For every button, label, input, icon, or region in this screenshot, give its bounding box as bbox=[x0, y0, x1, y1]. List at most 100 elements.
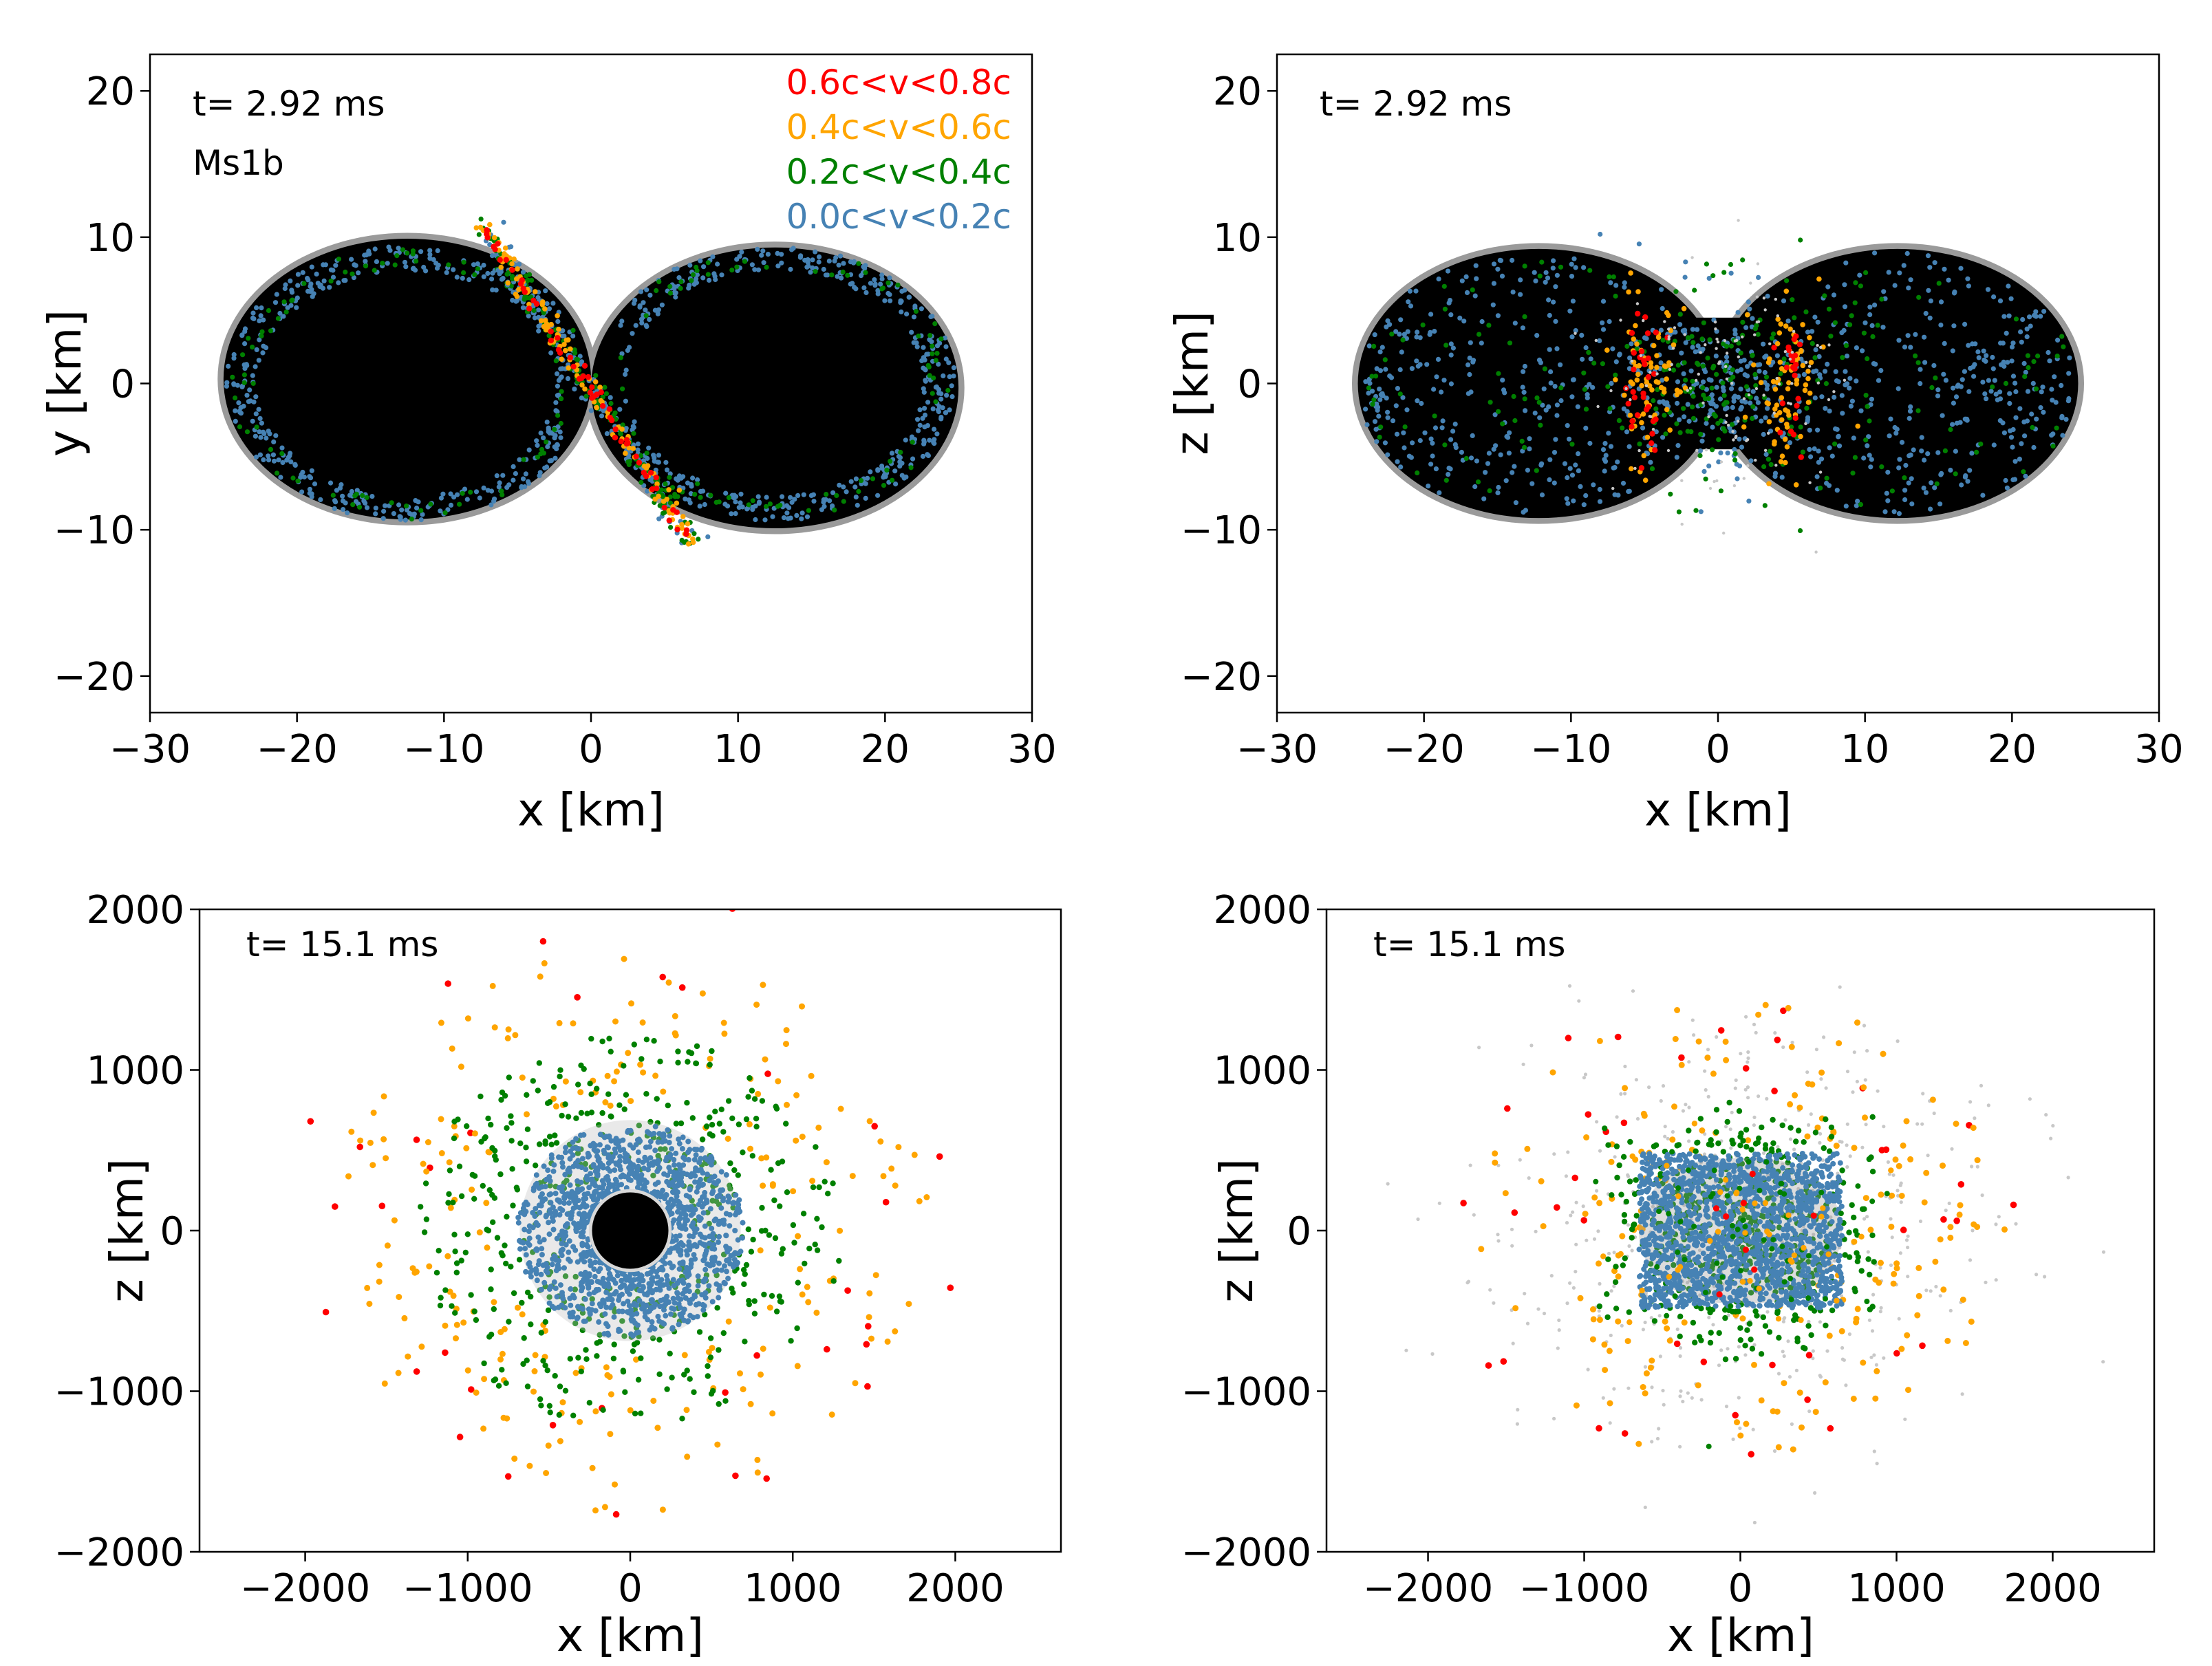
data-point bbox=[1825, 361, 1830, 367]
data-point bbox=[343, 269, 348, 275]
data-point bbox=[1774, 353, 1780, 358]
data-point bbox=[1908, 404, 1913, 410]
data-point bbox=[438, 1116, 444, 1123]
data-point bbox=[504, 1213, 510, 1220]
data-point bbox=[438, 1150, 445, 1156]
data-point bbox=[705, 1373, 711, 1379]
data-point bbox=[795, 1279, 802, 1286]
data-point bbox=[1990, 366, 1996, 371]
data-point bbox=[1525, 467, 1530, 473]
data-point bbox=[598, 389, 604, 396]
data-point bbox=[1638, 348, 1645, 354]
data-point bbox=[1913, 332, 1918, 337]
data-point bbox=[1847, 322, 1853, 327]
data-point bbox=[936, 1153, 943, 1160]
data-point bbox=[554, 446, 559, 452]
data-point bbox=[654, 1273, 661, 1279]
data-point bbox=[1948, 467, 1953, 473]
data-point bbox=[1779, 400, 1786, 407]
data-point bbox=[868, 1335, 874, 1342]
data-point bbox=[761, 1291, 767, 1298]
data-point bbox=[503, 1380, 509, 1387]
data-point bbox=[1748, 458, 1754, 464]
data-point bbox=[462, 486, 468, 492]
data-point bbox=[911, 314, 917, 320]
data-point bbox=[1487, 488, 1492, 494]
data-point bbox=[858, 273, 864, 279]
data-point bbox=[1735, 338, 1739, 343]
data-point bbox=[694, 264, 699, 270]
data-point bbox=[696, 1202, 702, 1208]
data-point bbox=[1707, 415, 1710, 419]
data-point bbox=[446, 1159, 453, 1166]
data-point bbox=[1865, 404, 1870, 409]
data-point bbox=[685, 541, 691, 547]
data-point bbox=[1366, 385, 1371, 391]
data-point bbox=[1776, 314, 1779, 318]
data-point bbox=[1724, 354, 1730, 360]
data-point bbox=[1567, 466, 1573, 471]
data-point bbox=[932, 441, 937, 446]
data-point bbox=[539, 1191, 545, 1197]
data-point bbox=[579, 1288, 584, 1294]
data-point bbox=[556, 326, 561, 332]
data-point bbox=[747, 1075, 753, 1081]
data-point bbox=[684, 1265, 690, 1270]
legend: 0.6c<v<0.8c 0.4c<v<0.6c 0.2c<v<0.4c 0.0c… bbox=[786, 63, 1011, 237]
data-point bbox=[621, 1333, 627, 1339]
data-point bbox=[634, 1330, 640, 1336]
data-point bbox=[340, 493, 345, 499]
data-point bbox=[658, 1264, 665, 1270]
data-point bbox=[559, 1160, 566, 1166]
data-point bbox=[557, 1282, 563, 1288]
data-point bbox=[834, 493, 839, 499]
data-point bbox=[548, 1152, 555, 1158]
data-point bbox=[1879, 296, 1885, 302]
data-point bbox=[1714, 371, 1719, 377]
data-point bbox=[700, 1210, 707, 1216]
data-point bbox=[805, 260, 810, 266]
data-point bbox=[546, 425, 551, 431]
data-point bbox=[1667, 327, 1671, 331]
data-point bbox=[1631, 349, 1637, 356]
data-point bbox=[623, 451, 628, 456]
data-point bbox=[1635, 289, 1641, 294]
data-point bbox=[386, 244, 391, 250]
data-point bbox=[559, 396, 564, 402]
data-point bbox=[1680, 522, 1684, 526]
data-point bbox=[405, 1353, 411, 1360]
data-point bbox=[581, 1065, 587, 1072]
data-point bbox=[394, 253, 400, 259]
data-point bbox=[634, 1164, 641, 1170]
data-point bbox=[597, 385, 603, 390]
data-point bbox=[526, 272, 533, 277]
data-point bbox=[1581, 265, 1587, 270]
data-point bbox=[2055, 337, 2061, 343]
data-point bbox=[882, 1198, 890, 1206]
data-point bbox=[810, 265, 815, 270]
data-point bbox=[1664, 310, 1670, 316]
data-point bbox=[1737, 355, 1740, 358]
data-point bbox=[676, 1321, 682, 1328]
data-point bbox=[813, 1144, 819, 1150]
data-point bbox=[585, 1244, 591, 1250]
data-point bbox=[562, 1101, 568, 1107]
data-point bbox=[322, 1308, 330, 1316]
data-point bbox=[314, 271, 319, 277]
data-point bbox=[526, 301, 532, 307]
data-point bbox=[450, 1200, 456, 1206]
data-point bbox=[2010, 374, 2017, 379]
data-point bbox=[591, 393, 598, 399]
data-point bbox=[502, 1242, 508, 1248]
data-point bbox=[524, 1111, 530, 1118]
data-point bbox=[466, 277, 472, 283]
data-point bbox=[1583, 345, 1589, 351]
data-point bbox=[701, 264, 707, 270]
data-point bbox=[1553, 284, 1558, 290]
data-point bbox=[1673, 289, 1679, 294]
data-point bbox=[473, 489, 480, 495]
data-point bbox=[517, 457, 522, 462]
data-point bbox=[1745, 364, 1750, 369]
data-point bbox=[1792, 329, 1796, 333]
data-point bbox=[575, 1150, 581, 1156]
